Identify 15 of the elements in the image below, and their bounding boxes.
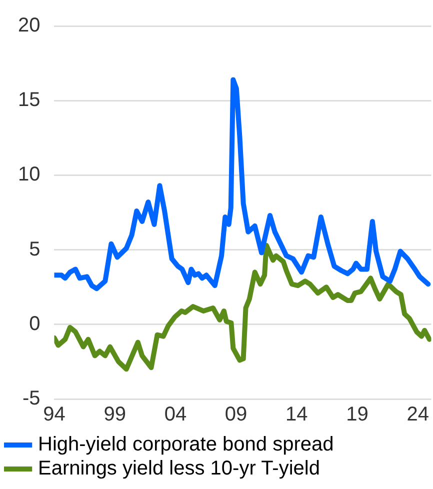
y-tick-label: 0 (29, 312, 40, 335)
y-tick-label: 5 (29, 238, 40, 260)
x-tick-label: 94 (43, 404, 66, 426)
x-tick-label: 14 (286, 404, 308, 426)
x-tick-label: 99 (104, 404, 126, 426)
legend-label: High-yield corporate bond spread (38, 434, 334, 456)
y-tick-label: 10 (18, 164, 40, 186)
x-tick-label: 19 (346, 404, 368, 426)
x-tick-label: 09 (224, 404, 248, 426)
y-tick-label: 20 (18, 14, 40, 37)
legend-label: Earnings yield less 10-yr T-yield (38, 458, 320, 480)
x-tick-label: 24 (406, 404, 429, 426)
x-tick-label: 04 (164, 404, 187, 426)
y-tick-label: -5 (22, 388, 40, 410)
y-tick-label: 15 (18, 89, 40, 112)
